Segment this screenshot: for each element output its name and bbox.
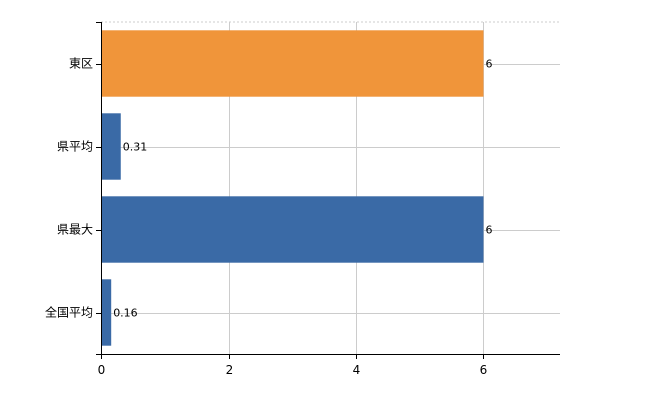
x-tick-label-0: 0 [98,363,106,377]
data-label-2: 6 [486,224,493,237]
x-tick-label-1: 2 [226,363,234,377]
bars [101,30,484,346]
x-tick-label-3: 6 [480,363,488,377]
category-label-3: 全国平均 [45,305,93,320]
bar-1 [101,113,121,180]
x-tick-label-2: 4 [353,363,361,377]
category-label-2: 県最大 [57,223,93,237]
labels: 6 東区 0.31 県平均 6 県最大 0.16 全国平均 0 2 4 6 [45,57,493,378]
data-label-0: 6 [486,58,493,71]
category-label-0: 東区 [69,57,93,71]
bar-3 [101,279,112,346]
data-label-1: 0.31 [123,141,148,154]
bar-0 [101,30,484,97]
axes [96,22,560,359]
category-label-1: 県平均 [57,140,93,154]
data-label-3: 0.16 [113,307,138,320]
bar-2 [101,196,484,263]
